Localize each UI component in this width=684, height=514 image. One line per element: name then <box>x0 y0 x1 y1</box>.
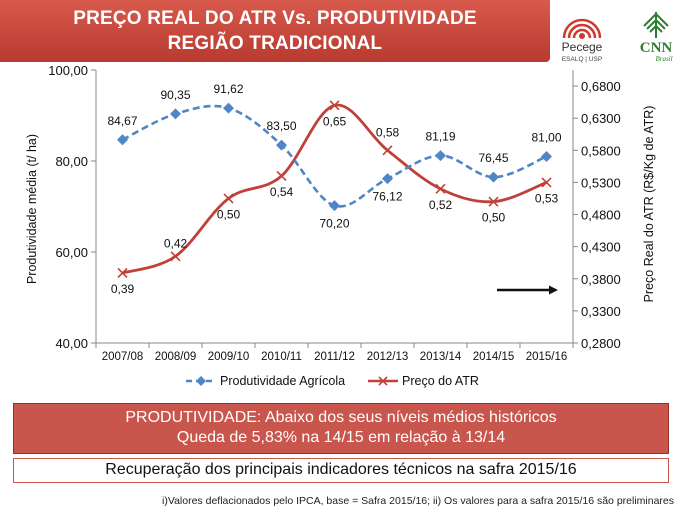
x-tick-label: 2013/14 <box>420 351 462 363</box>
preco-atr-data-label: 0,53 <box>535 191 559 205</box>
preco-atr-point <box>223 193 234 204</box>
preco-atr-data-label: 0,39 <box>111 282 135 296</box>
preco-atr-data-label: 0,52 <box>429 198 453 212</box>
y-left-tick-label: 60,00 <box>55 245 88 260</box>
footnote: i)Valores deflacionados pelo IPCA, base … <box>162 495 674 507</box>
y-left-tick-label: 40,00 <box>55 336 88 351</box>
produtividade-point <box>541 150 552 162</box>
preco-atr-data-label: 0,65 <box>323 114 347 128</box>
produtividade-data-label: 76,45 <box>478 151 508 165</box>
preco-atr-data-label: 0,58 <box>376 125 400 139</box>
preco-atr-data-label: 0,50 <box>482 211 506 225</box>
y-right-tick-label: 0,5300 <box>581 175 621 190</box>
pecege-logo-subtext: ESALQ | USP <box>562 56 602 63</box>
series-layer: 84,67 90,35 91,62 83,50 70,20 76,12 81,19 76,45… <box>107 82 561 296</box>
y-right-tick-label: 0,4300 <box>581 240 621 255</box>
cnn-logo: CNN Brasil <box>640 12 673 63</box>
preco-atr-point <box>435 183 446 194</box>
y-left-tick-label: 80,00 <box>55 154 88 169</box>
left-y-ticks: 40,00 60,00 80,00 100,00 <box>48 63 96 351</box>
x-tick-label: 2014/15 <box>473 351 515 363</box>
y-right-tick-label: 0,3800 <box>581 272 621 287</box>
productivity-callout-line2: Queda de 5,83% na 14/15 em relação à 13/… <box>176 429 506 446</box>
x-tick-label: 2015/16 <box>526 351 568 363</box>
right-y-ticks: 0,2800 0,3300 0,3800 0,4300 0,4800 0,5300 0,58… <box>573 79 621 351</box>
productivity-callout-box: PRODUTIVIDADE: Abaixo dos seus níveis mé… <box>13 403 669 454</box>
y-axis-left-label: Produtividade média (t/ ha) <box>25 134 39 284</box>
y-right-tick-label: 0,4800 <box>581 208 621 223</box>
recovery-callout-text: Recuperação dos principais indicadores t… <box>105 461 577 478</box>
preco-atr-data-label: 0,50 <box>217 207 241 221</box>
y-right-tick-label: 0,3300 <box>581 304 621 319</box>
y-axis-right-label: Preço Real do ATR (R$/Kg de ATR) <box>642 106 656 303</box>
page-title-line1: PREÇO REAL DO ATR Vs. PRODUTIVIDADE <box>73 8 477 29</box>
produtividade-data-label: 81,19 <box>425 130 455 144</box>
produtividade-data-label: 91,62 <box>213 82 243 96</box>
pecege-logo: Pecege ESALQ | USP <box>562 18 603 63</box>
preco-atr-point <box>276 170 287 182</box>
y-right-tick-label: 0,5800 <box>581 143 621 158</box>
y-right-tick-label: 0,6300 <box>581 111 621 126</box>
legend-marker-diamond <box>196 376 206 386</box>
x-tick-label: 2007/08 <box>102 351 144 363</box>
produtividade-data-label: 83,50 <box>266 119 296 133</box>
produtividade-data-label: 84,67 <box>107 114 137 128</box>
recovery-callout-box: Recuperação dos principais indicadores t… <box>13 458 669 483</box>
produtividade-point <box>435 150 446 162</box>
produtividade-point <box>170 108 181 120</box>
produtividade-point <box>117 134 128 146</box>
pecege-logo-text: Pecege <box>562 40 603 54</box>
y-left-tick-label: 100,00 <box>48 63 88 78</box>
legend: Produtividade Agrícola Preço do ATR <box>186 374 479 388</box>
legend-marker-x <box>378 376 388 386</box>
produtividade-point <box>382 173 393 185</box>
preco-atr-point <box>329 100 340 111</box>
legend-label-preco: Preço do ATR <box>402 374 479 388</box>
preco-atr-data-label: 0,54 <box>270 185 294 199</box>
page-title-line2: REGIÃO TRADICIONAL <box>167 33 383 54</box>
y-right-tick-label: 0,6800 <box>581 79 621 94</box>
preco-atr-data-label: 0,42 <box>164 236 188 250</box>
cnn-logo-text: CNN <box>640 40 673 56</box>
legend-label-produtividade: Produtividade Agrícola <box>220 374 345 388</box>
x-tick-label: 2012/13 <box>367 351 409 363</box>
produtividade-point <box>276 139 287 151</box>
produtividade-point <box>488 171 499 183</box>
produtividade-data-label: 76,12 <box>372 190 402 204</box>
produtividade-point <box>223 102 234 114</box>
arrow-annotation <box>497 285 558 295</box>
x-tick-labels: 2007/08 2008/09 2009/10 2010/11 2011/12 2012/… <box>95 343 574 363</box>
x-tick-label: 2011/12 <box>314 351 355 363</box>
preco-atr-point <box>117 267 128 279</box>
preco-atr-point <box>541 177 552 188</box>
preco-atr-point <box>382 145 393 156</box>
x-tick-label: 2009/10 <box>208 351 250 363</box>
produtividade-point <box>329 200 340 212</box>
y-right-tick-label: 0,2800 <box>581 336 621 351</box>
produtividade-data-label: 90,35 <box>160 88 190 102</box>
preco-atr-point <box>488 196 499 207</box>
preco-atr-point <box>170 251 181 262</box>
chart: 40,00 60,00 80,00 100,00 0,2800 0,3300 0,3800… <box>25 63 656 388</box>
produtividade-data-label: 70,20 <box>319 217 349 231</box>
cnn-logo-subtext: Brasil <box>655 55 672 63</box>
productivity-callout-line1: PRODUTIVIDADE: Abaixo dos seus níveis mé… <box>125 409 557 426</box>
x-tick-label: 2010/11 <box>261 351 302 363</box>
title-banner: PREÇO REAL DO ATR Vs. PRODUTIVIDADE REGI… <box>0 0 550 62</box>
logos: Pecege ESALQ | USP CNN Brasil <box>562 12 673 63</box>
x-tick-label: 2008/09 <box>155 351 197 363</box>
produtividade-data-label: 81,00 <box>531 130 561 144</box>
